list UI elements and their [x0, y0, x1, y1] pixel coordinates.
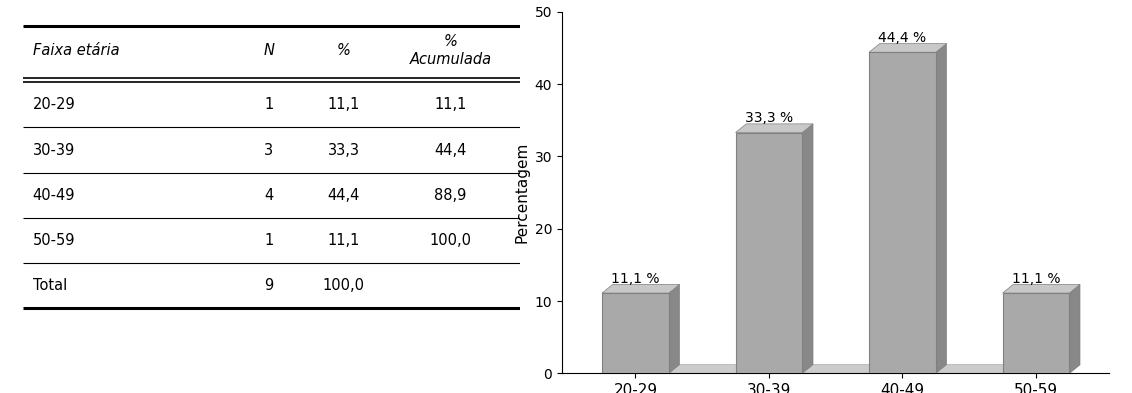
Text: 44,4 %: 44,4 % — [878, 31, 926, 45]
Text: 3: 3 — [265, 143, 274, 158]
Bar — [869, 52, 936, 373]
Text: 9: 9 — [264, 278, 274, 293]
Polygon shape — [602, 285, 679, 293]
Polygon shape — [602, 365, 1080, 373]
Text: 1: 1 — [264, 233, 274, 248]
Text: 33,3 %: 33,3 % — [745, 111, 794, 125]
Text: 33,3: 33,3 — [327, 143, 360, 158]
Text: 40-49: 40-49 — [33, 188, 75, 203]
Text: 20-29: 20-29 — [33, 97, 76, 112]
Text: 44,4: 44,4 — [327, 188, 360, 203]
Text: 11,1: 11,1 — [327, 233, 360, 248]
Text: 11,1 %: 11,1 % — [1012, 272, 1061, 286]
Text: 100,0: 100,0 — [429, 233, 472, 248]
Polygon shape — [736, 124, 813, 132]
Polygon shape — [869, 44, 946, 52]
Bar — [602, 293, 669, 373]
Text: %: % — [336, 43, 351, 58]
Text: 11,1: 11,1 — [327, 97, 360, 112]
Text: 88,9: 88,9 — [435, 188, 466, 203]
Text: 11,1: 11,1 — [435, 97, 466, 112]
Bar — [736, 132, 803, 373]
Bar — [1003, 293, 1070, 373]
Text: Total: Total — [33, 278, 67, 293]
Text: N: N — [264, 43, 274, 58]
Text: 50-59: 50-59 — [33, 233, 75, 248]
Polygon shape — [669, 285, 679, 373]
Text: 1: 1 — [264, 97, 274, 112]
Polygon shape — [936, 44, 946, 373]
Text: %
Acumulada: % Acumulada — [410, 35, 491, 67]
Polygon shape — [1003, 285, 1080, 293]
Y-axis label: Percentagem: Percentagem — [514, 142, 529, 243]
Text: 100,0: 100,0 — [323, 278, 365, 293]
Polygon shape — [803, 124, 813, 373]
Text: 44,4: 44,4 — [435, 143, 466, 158]
Text: 11,1 %: 11,1 % — [611, 272, 660, 286]
Text: 30-39: 30-39 — [33, 143, 75, 158]
Text: Faixa etária: Faixa etária — [33, 43, 119, 58]
Polygon shape — [1070, 285, 1080, 373]
Text: 4: 4 — [264, 188, 274, 203]
